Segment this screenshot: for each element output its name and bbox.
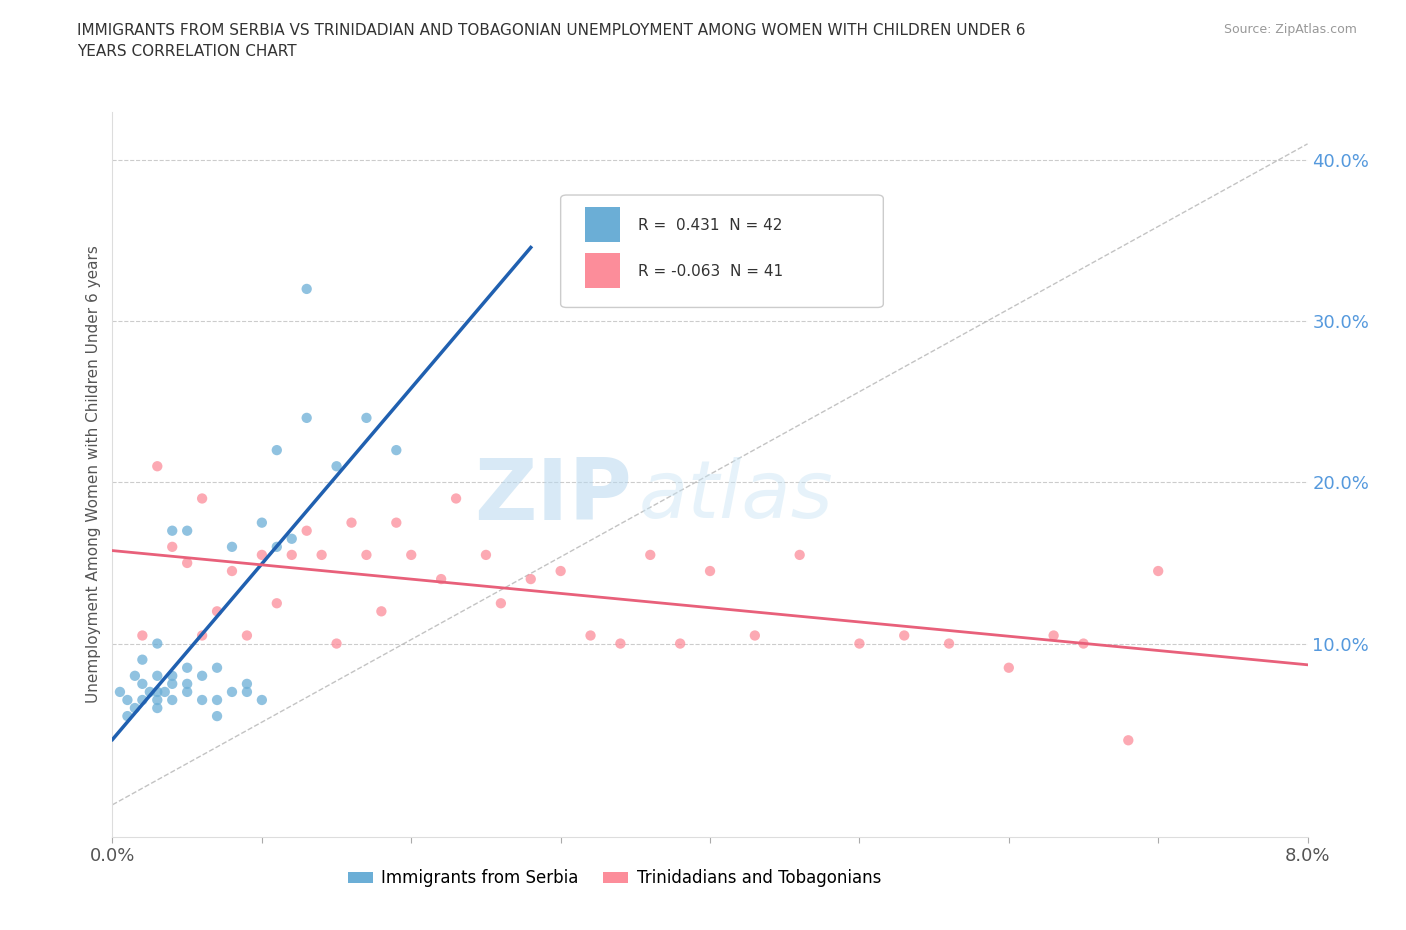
Point: [205, 660, 228, 675]
Point: [938, 636, 960, 651]
Point: [131, 676, 153, 691]
Point: [550, 564, 572, 578]
Point: [609, 636, 631, 651]
Point: [146, 636, 169, 651]
Point: [430, 572, 453, 587]
Point: [250, 548, 273, 563]
Point: [1147, 564, 1170, 578]
Point: [325, 636, 347, 651]
Point: [295, 282, 318, 297]
Point: [250, 515, 273, 530]
Point: [295, 524, 318, 538]
Point: [236, 676, 259, 691]
Point: [162, 539, 183, 554]
Point: [489, 596, 512, 611]
FancyBboxPatch shape: [585, 253, 620, 288]
Point: [146, 700, 169, 715]
Point: [236, 628, 259, 643]
Point: [356, 410, 378, 425]
Point: [131, 628, 153, 643]
Point: [221, 539, 243, 554]
Point: [744, 628, 766, 643]
Point: [162, 693, 183, 708]
Point: [385, 515, 408, 530]
Text: ZIP: ZIP: [475, 455, 633, 538]
Point: [281, 531, 304, 546]
Point: [139, 684, 162, 699]
Point: [124, 669, 146, 684]
Text: IMMIGRANTS FROM SERBIA VS TRINIDADIAN AND TOBAGONIAN UNEMPLOYMENT AMONG WOMEN WI: IMMIGRANTS FROM SERBIA VS TRINIDADIAN AN…: [77, 23, 1026, 60]
Point: [325, 458, 347, 473]
Point: [153, 684, 176, 699]
Point: [848, 636, 870, 651]
Point: [191, 693, 214, 708]
Point: [579, 628, 602, 643]
Point: [176, 660, 198, 675]
Point: [295, 410, 318, 425]
Y-axis label: Unemployment Among Women with Children Under 6 years: Unemployment Among Women with Children U…: [86, 246, 101, 703]
Point: [1118, 733, 1140, 748]
Point: [191, 628, 214, 643]
Text: R =  0.431  N = 42: R = 0.431 N = 42: [638, 218, 783, 233]
FancyBboxPatch shape: [585, 207, 620, 242]
Point: [176, 524, 198, 538]
Point: [266, 596, 288, 611]
Point: [311, 548, 333, 563]
Point: [205, 693, 228, 708]
Point: [205, 709, 228, 724]
Point: [385, 443, 408, 458]
Legend: Immigrants from Serbia, Trinidadians and Tobagonians: Immigrants from Serbia, Trinidadians and…: [342, 863, 887, 894]
Point: [176, 676, 198, 691]
Point: [191, 669, 214, 684]
Text: Source: ZipAtlas.com: Source: ZipAtlas.com: [1223, 23, 1357, 36]
Point: [281, 548, 304, 563]
Point: [108, 684, 131, 699]
Point: [266, 539, 288, 554]
Point: [475, 548, 498, 563]
Point: [669, 636, 692, 651]
Point: [340, 515, 363, 530]
Point: [640, 548, 662, 563]
Point: [893, 628, 915, 643]
FancyBboxPatch shape: [561, 195, 883, 308]
Point: [444, 491, 467, 506]
Point: [131, 652, 153, 667]
Point: [146, 458, 169, 473]
Point: [520, 572, 543, 587]
Text: R = -0.063  N = 41: R = -0.063 N = 41: [638, 264, 783, 279]
Point: [146, 684, 169, 699]
Point: [131, 693, 153, 708]
Point: [998, 660, 1021, 675]
Text: atlas: atlas: [638, 457, 834, 535]
Point: [401, 548, 423, 563]
Point: [1073, 636, 1095, 651]
Point: [699, 564, 721, 578]
Point: [117, 693, 139, 708]
Point: [356, 548, 378, 563]
Point: [250, 693, 273, 708]
Point: [1042, 628, 1064, 643]
Point: [162, 676, 183, 691]
Point: [146, 669, 169, 684]
Point: [162, 669, 183, 684]
Point: [266, 443, 288, 458]
Point: [176, 555, 198, 570]
Point: [370, 604, 392, 618]
Point: [789, 548, 811, 563]
Point: [117, 709, 139, 724]
Point: [236, 684, 259, 699]
Point: [221, 564, 243, 578]
Point: [124, 700, 146, 715]
Point: [162, 524, 183, 538]
Point: [205, 604, 228, 618]
Point: [146, 693, 169, 708]
Point: [176, 684, 198, 699]
Point: [191, 491, 214, 506]
Point: [221, 684, 243, 699]
